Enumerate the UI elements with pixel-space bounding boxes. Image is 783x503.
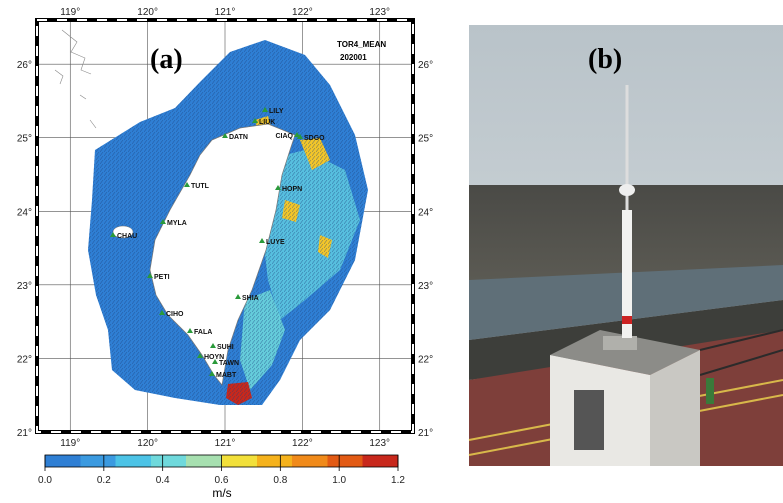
station-marker	[210, 343, 216, 348]
station-label: SDGO	[304, 135, 325, 142]
railing	[699, 329, 783, 376]
station-marker	[235, 294, 241, 299]
station-marker	[262, 107, 268, 112]
station-label: LIUK	[259, 119, 275, 126]
colorbar-tick-label: 0.6	[215, 475, 229, 486]
lon-tick-label: 121°	[215, 438, 236, 449]
station-label: SHIA	[242, 295, 259, 302]
colorbar-tick-label: 0.0	[38, 475, 52, 486]
station-label: PETI	[154, 274, 170, 281]
station-marker	[187, 328, 193, 333]
colorbar-tick-label: 1.0	[332, 475, 346, 486]
lon-tick-label: 120°	[137, 7, 158, 18]
lon-tick-label: 120°	[137, 438, 158, 449]
map-panel: LILY LIUK DATN CIAQ SDGO TUTL HOPN MYLA CHAU LUYE…	[37, 20, 413, 432]
colorbar-tick-label: 0.2	[97, 475, 111, 486]
axis-ticks: 119° 119° 120° 120° 121° 121° 122° 122° 123° 123°…	[17, 7, 433, 449]
station-marker	[252, 118, 258, 123]
station-marker	[297, 134, 303, 139]
panel-label: (b)	[588, 44, 622, 75]
lat-tick-label: 24°	[418, 207, 433, 218]
lon-tick-label: 119°	[60, 7, 80, 18]
antenna-band	[622, 316, 632, 324]
station-marker	[259, 238, 265, 243]
station-label: SUHI	[217, 344, 234, 351]
colorbar-label: m/s	[212, 486, 231, 500]
lon-tick-label: 121°	[215, 7, 236, 18]
antenna-base	[603, 336, 637, 350]
station-marker	[159, 310, 165, 315]
map-date: 202001	[340, 53, 367, 62]
hut-window	[574, 390, 604, 450]
station-label: TUTL	[191, 183, 210, 190]
lat-tick-label: 21°	[17, 428, 32, 439]
lat-tick-label: 23°	[17, 281, 32, 292]
station-marker	[197, 353, 203, 358]
station-marker	[110, 232, 116, 237]
station-label: DATN	[229, 134, 248, 141]
taiwan-island	[149, 123, 296, 386]
station-label: FALA	[194, 329, 212, 336]
lon-tick-label: 123°	[369, 7, 390, 18]
station-marker	[222, 133, 228, 138]
station-label: LILY	[269, 108, 284, 115]
lat-tick-label: 21°	[418, 428, 433, 439]
station-label: HOPN	[282, 186, 302, 193]
lat-tick-label: 23°	[418, 281, 433, 292]
china-coast	[54, 29, 97, 129]
lon-tick-label: 122°	[292, 438, 313, 449]
station-marker	[212, 359, 218, 364]
roof	[550, 330, 700, 375]
lon-tick-label: 122°	[292, 7, 313, 18]
station-label: LUYE	[266, 239, 285, 246]
station-label: CIHO	[166, 311, 184, 318]
panel-label: (a)	[150, 44, 183, 75]
station-label: HOYN	[204, 354, 224, 361]
hut-side	[650, 350, 700, 466]
stations: LILY LIUK DATN CIAQ SDGO TUTL HOPN MYLA CHAU LUYE…	[110, 107, 325, 379]
lon-tick-label: 119°	[60, 438, 80, 449]
lat-tick-label: 25°	[418, 134, 433, 145]
station-marker	[209, 371, 215, 376]
lat-tick-label: 24°	[17, 207, 32, 218]
station-marker	[160, 219, 166, 224]
lat-tick-label: 22°	[418, 354, 433, 365]
person	[706, 378, 714, 404]
antenna-pole	[622, 210, 632, 338]
lat-tick-label: 22°	[17, 354, 32, 365]
station-label: CHAU	[117, 233, 137, 240]
map-frame-checker	[36, 19, 414, 433]
station-marker	[275, 185, 281, 190]
antenna-dome	[619, 184, 635, 196]
map-title: TOR4_MEAN	[337, 40, 386, 49]
lat-tick-label: 25°	[17, 134, 32, 145]
colorbar-tick-label: 1.2	[391, 475, 405, 486]
colorbar: m/s 0.0 0.2 0.4 0.6 0.8 1.0 1.2	[38, 454, 405, 500]
station-label: TAWN	[219, 360, 239, 367]
lat-tick-label: 26°	[418, 60, 433, 71]
station-marker	[184, 182, 190, 187]
photo-panel: (b)	[468, 25, 783, 466]
lat-tick-label: 26°	[17, 60, 32, 71]
colorbar-tick-label: 0.4	[156, 475, 170, 486]
colorbar-tick-label: 0.8	[273, 475, 287, 486]
station-label: CIAQ	[276, 133, 294, 140]
station-label: MYLA	[167, 220, 187, 227]
station-label: MABT	[216, 372, 237, 379]
station-marker	[294, 132, 300, 137]
lon-tick-label: 123°	[369, 438, 390, 449]
station-marker	[147, 273, 153, 278]
